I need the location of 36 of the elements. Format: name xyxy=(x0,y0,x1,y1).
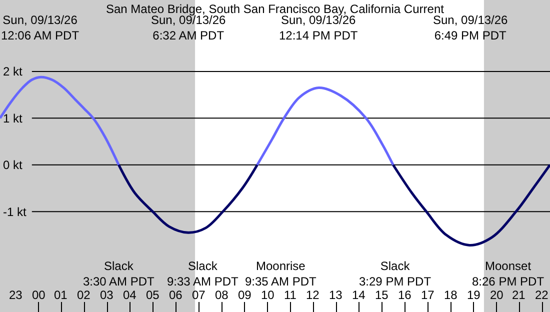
annotation: Slack 3:29 PM PDT xyxy=(359,259,432,289)
x-tick-label: 13 xyxy=(329,288,343,302)
annotation: Moonset 8:26 PM PDT xyxy=(472,259,545,289)
x-tick-label: 22 xyxy=(535,288,549,302)
y-tick-label: 1 kt xyxy=(3,111,24,126)
x-tick-label: 07 xyxy=(192,288,206,302)
x-tick-label: 20 xyxy=(490,288,504,302)
x-tick-label: 01 xyxy=(54,288,68,302)
annotation: Sun, 09/13/26 6:49 PM PDT xyxy=(433,13,508,43)
x-tick-label: 00 xyxy=(32,288,46,302)
annotation: Slack 3:30 AM PDT xyxy=(83,259,156,289)
x-tick-label: 03 xyxy=(100,288,114,302)
annotation: Slack 9:33 AM PDT xyxy=(167,259,240,289)
x-tick-label: 05 xyxy=(146,288,160,302)
x-tick-label: 21 xyxy=(512,288,526,302)
chart-title: San Mateo Bridge, South San Francisco Bay, California Current xyxy=(106,2,445,16)
x-tick-label: 14 xyxy=(352,288,366,302)
annotation: Sun, 09/13/26 12:06 AM PDT xyxy=(1,13,80,43)
x-tick-label: 02 xyxy=(77,288,91,302)
y-tick-label: 0 kt xyxy=(3,158,24,172)
x-tick-label: 18 xyxy=(444,288,458,302)
x-tick-label: 15 xyxy=(375,288,389,302)
x-tick-label: 04 xyxy=(123,288,137,302)
y-tick-label: 2 kt xyxy=(3,64,24,79)
x-tick-label: 17 xyxy=(421,288,435,302)
x-tick-label: 11 xyxy=(284,288,297,302)
x-tick-label: 12 xyxy=(306,288,320,302)
x-tick-label: 10 xyxy=(261,288,275,302)
x-tick-label: 16 xyxy=(398,288,412,302)
annotation: Moonrise 9:35 AM PDT xyxy=(245,259,318,289)
x-tick-label: 19 xyxy=(467,288,481,302)
x-tick-label: 23 xyxy=(9,288,23,302)
x-tick-label: 06 xyxy=(169,288,183,302)
x-tick-label: 09 xyxy=(238,288,252,302)
y-tick-label: -1 kt xyxy=(3,204,28,219)
x-tick-label: 08 xyxy=(215,288,229,302)
